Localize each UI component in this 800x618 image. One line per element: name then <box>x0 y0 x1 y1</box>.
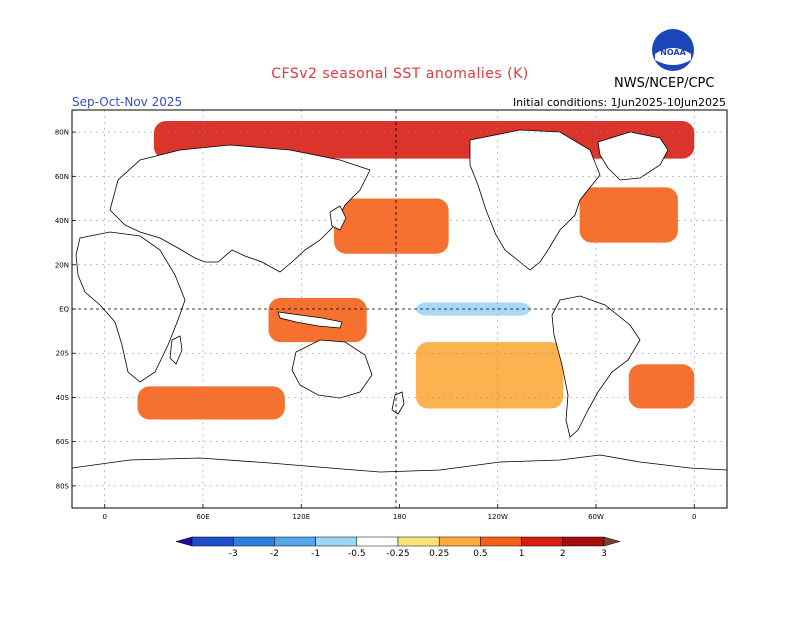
noaa-logo-wave <box>655 48 691 65</box>
colorbar-min-arrow <box>175 536 193 547</box>
noaa-logo-text: NOAA <box>660 48 686 57</box>
colorbar-swatch <box>315 536 358 547</box>
continent-outlines <box>72 129 727 508</box>
y-tick-label: 80S <box>56 482 70 490</box>
landmass-south-america <box>551 295 641 438</box>
landmass-indonesia <box>277 311 343 329</box>
x-tick-label: 0 <box>103 513 107 521</box>
x-tick-label: 60E <box>196 513 209 521</box>
landmass-north-america <box>469 129 601 271</box>
landmass-africa <box>75 231 186 383</box>
anomaly-region <box>628 364 695 409</box>
colorbar-label: -2 <box>270 549 279 559</box>
anomaly-region <box>579 187 678 243</box>
y-tick-label: 80N <box>55 129 69 137</box>
chart-title: CFSv2 seasonal SST anomalies (K) <box>271 66 529 82</box>
y-tick-label: 20N <box>55 261 69 269</box>
colorbar-label: -0.5 <box>348 549 366 559</box>
landmass-japan <box>329 205 347 231</box>
colorbar-label: -0.25 <box>386 549 409 559</box>
x-tick-label: 180 <box>393 513 406 521</box>
colorbar-label: -1 <box>311 549 320 559</box>
anomaly-region <box>137 386 285 420</box>
colorbar-swatch <box>356 536 399 547</box>
colorbar-swatch <box>521 536 564 547</box>
y-tick-label: 40S <box>56 394 70 402</box>
y-tick-label: 60N <box>55 173 69 181</box>
colorbar-swatch <box>480 536 522 547</box>
agency-label: NWS/NCEP/CPC <box>614 76 715 91</box>
landmass-new-zealand <box>391 391 405 415</box>
colorbar-label: -3 <box>229 549 238 559</box>
colorbar-swatch <box>232 536 275 547</box>
x-tick-label: 120E <box>292 513 310 521</box>
colorbar-label: 1 <box>519 549 525 559</box>
x-tick-label: 0 <box>692 513 696 521</box>
colorbar-swatch <box>562 536 605 547</box>
anomaly-region <box>415 302 531 316</box>
colorbar-label: 2 <box>560 549 566 559</box>
landmass-madagascar <box>169 335 183 365</box>
landmass-eurasia <box>109 144 371 273</box>
season-label: Sep-Oct-Nov 2025 <box>72 95 183 109</box>
y-tick-label: 60S <box>56 438 70 446</box>
anomaly-region <box>415 342 564 409</box>
colorbar-swatch <box>438 536 481 547</box>
initial-conditions-label: Initial conditions: 1Jun2025-10Jun2025 <box>512 96 726 109</box>
colorbar-swatch <box>274 536 316 547</box>
y-tick-label: EQ <box>59 306 69 314</box>
colorbar-label: 0.5 <box>473 549 487 559</box>
landmass-greenland <box>597 131 669 181</box>
landmass-australia <box>291 339 373 399</box>
sst-anomaly-map <box>72 110 727 508</box>
colorbar-swatch <box>191 536 234 547</box>
colorbar-label: 0.25 <box>429 549 449 559</box>
colorbar-swatch <box>397 536 440 547</box>
axis-ticks: 80N 60N 40N 20N EQ 20S 40S 60S 80S 0 60E 120E 180 120… <box>55 129 697 521</box>
y-tick-label: 20S <box>56 350 70 358</box>
colorbar-label: 3 <box>601 549 607 559</box>
y-tick-label: 40N <box>55 217 69 225</box>
x-tick-label: 120W <box>488 513 508 521</box>
landmass-antarctica <box>72 454 727 508</box>
colorbar: -3 -2 -1 -0.5 -0.25 0.25 0.5 1 2 3 <box>175 536 621 559</box>
colorbar-max-arrow <box>603 536 621 547</box>
noaa-logo: NOAA <box>651 28 695 76</box>
x-tick-label: 60W <box>588 513 604 521</box>
anomaly-region <box>334 198 449 254</box>
